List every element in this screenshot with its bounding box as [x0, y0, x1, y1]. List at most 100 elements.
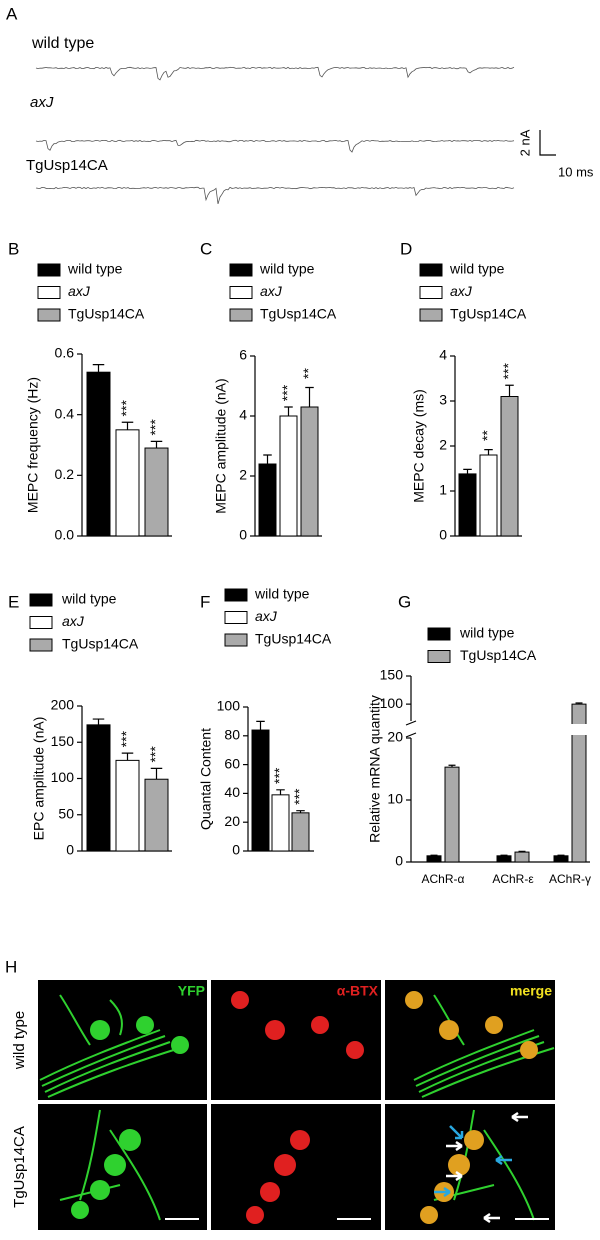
bar [479, 454, 498, 537]
bar [458, 473, 477, 537]
error-bar [518, 850, 526, 853]
bar [115, 759, 140, 852]
y-tick-label: 0 [232, 842, 240, 858]
error-bar [575, 702, 583, 705]
error-bar [92, 364, 105, 373]
panel-letter: D [400, 239, 412, 258]
legend-swatch [224, 611, 248, 624]
panel-letter: G [398, 592, 411, 611]
y-tick-label: 80 [224, 727, 240, 743]
significance: ** [300, 368, 316, 379]
legend-swatch [29, 616, 53, 629]
bar [86, 371, 111, 537]
legend-label: TgUsp14CA [62, 636, 139, 652]
legend-label: wild type [449, 261, 505, 277]
y-tick-label: 200 [51, 697, 75, 713]
trace-label: wild type [31, 35, 94, 52]
legend-label: wild type [254, 586, 310, 602]
y-tick-label: 50 [58, 805, 74, 821]
error-bar [150, 767, 163, 780]
error-bar [150, 440, 163, 449]
panel-letter: C [200, 239, 212, 258]
error-bar [430, 854, 438, 856]
bar [115, 429, 140, 537]
y-tick-label: 0.0 [55, 527, 75, 543]
panel-letter: E [8, 592, 19, 611]
y-tick-label: 150 [380, 667, 404, 683]
y-tick-label: 3 [439, 392, 447, 408]
significance: *** [147, 746, 163, 763]
legend-label: axJ [450, 283, 473, 299]
y-tick-label: 10 [387, 791, 403, 807]
axis-break [405, 720, 417, 738]
significance: *** [279, 384, 295, 401]
significance: *** [500, 363, 516, 380]
y-tick-label: 0.4 [55, 405, 75, 421]
legend-label: axJ [260, 283, 283, 299]
significance: *** [118, 730, 134, 747]
y-tick-label: 60 [224, 755, 240, 771]
image [211, 1104, 381, 1230]
column-label: merge [510, 983, 552, 999]
y-tick-label: 150 [51, 733, 75, 749]
significance: *** [147, 419, 163, 436]
panel-h: H [5, 957, 555, 1230]
y-tick-label: 0 [239, 527, 247, 543]
error-bar [448, 764, 456, 768]
y-tick-label: 100 [380, 695, 404, 711]
legend-swatch [37, 263, 61, 277]
legend-swatch [427, 650, 451, 663]
bar [444, 766, 460, 863]
legend-swatch [29, 593, 53, 607]
error-bar [505, 384, 514, 397]
y-axis-label: Relative mRNA quantity [367, 695, 383, 843]
bar [500, 396, 519, 537]
bar [258, 463, 277, 537]
error-bar [305, 386, 314, 407]
y-tick-label: 4 [439, 347, 447, 363]
y-tick-label: 4 [239, 407, 247, 423]
bar [271, 794, 290, 852]
y-tick-label: 1 [439, 482, 447, 498]
bar [426, 855, 442, 863]
error-bar [296, 810, 305, 813]
traces [35, 66, 515, 205]
image [385, 1104, 555, 1230]
legend-swatch [224, 588, 248, 602]
legend-swatch [229, 263, 253, 277]
bar [144, 778, 169, 852]
bar [144, 447, 169, 537]
y-axis-label: MEPC amplitude (nA) [213, 378, 229, 513]
charts: B MEPC frequency (Hz) wild type axJ TgUsp14C… [8, 239, 591, 886]
column-label: YFP [178, 983, 205, 999]
y-axis-label: EPC amplitude (nA) [31, 717, 47, 841]
error-bar [121, 421, 134, 430]
panel-letter: B [8, 239, 19, 258]
y-tick-label: 20 [224, 813, 240, 829]
error-bar [256, 720, 265, 731]
panel-letter: A [6, 4, 18, 23]
error-bar [276, 789, 285, 795]
legend-label: axJ [255, 608, 278, 624]
legend-swatch [224, 633, 248, 647]
scale-label: 2 nA [517, 129, 532, 156]
bar [496, 855, 512, 863]
bar [300, 406, 319, 537]
legend-swatch [419, 263, 443, 277]
y-tick-label: 2 [439, 437, 447, 453]
bar [553, 855, 569, 863]
error-bar [500, 854, 508, 856]
x-tick-label: AChR-γ [549, 872, 591, 886]
legend-swatch [419, 308, 443, 322]
panel-letter: H [5, 957, 17, 976]
y-axis-label: Quantal Content [198, 728, 214, 830]
scale-bar [539, 130, 556, 156]
bar [86, 724, 111, 852]
synapse-btx [231, 991, 364, 1224]
synapse-yfp [71, 1016, 189, 1219]
row-label: TgUsp14CA [11, 1126, 28, 1208]
y-tick-label: 40 [224, 784, 240, 800]
legend-label: wild type [61, 591, 117, 607]
error-bar [463, 468, 472, 474]
